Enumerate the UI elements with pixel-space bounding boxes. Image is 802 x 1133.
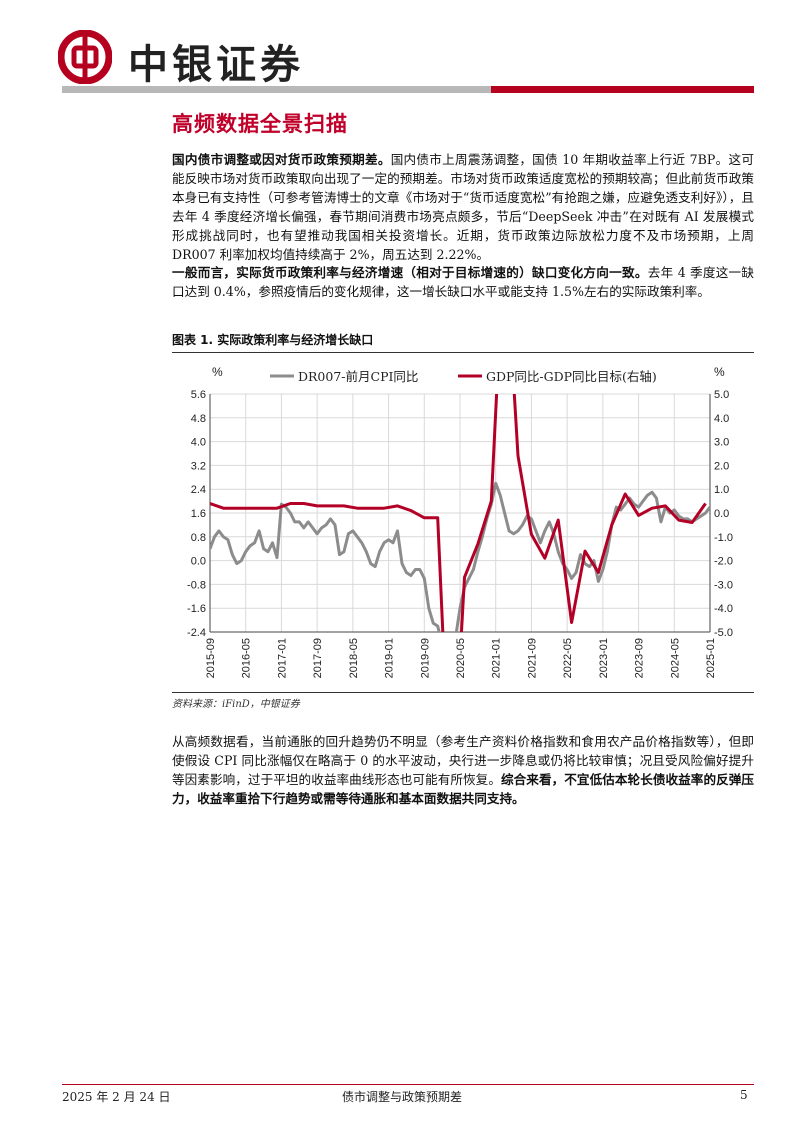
x-tick-label: 2017-09 bbox=[312, 638, 324, 678]
chart-series bbox=[210, 394, 710, 632]
right-tick-label: -2.0 bbox=[714, 556, 733, 568]
paragraph-2: 一般而言，实际货币政策利率与经济增速（相对于目标增速的）缺口变化方向一致。去年 … bbox=[172, 263, 754, 301]
right-tick-label: 1.0 bbox=[714, 484, 729, 496]
paragraph-3-lead: 综合来看，不宜低估本轮长债收益率的反弹压力，收益率重拾下行趋势或需等待通胀和基本… bbox=[172, 772, 755, 806]
x-tick-label: 2019-09 bbox=[419, 638, 431, 678]
right-tick-label: -4.0 bbox=[714, 603, 733, 615]
left-tick-label: 4.0 bbox=[191, 437, 206, 449]
chart-axes: -2.4 -1.6 -0.8 0.0 0.8 1.6 2.4 3.2 4.0 4.8 5.6 -5.0… bbox=[187, 365, 733, 678]
paragraph-1-lead: 国内债市调整或因对货币政策预期差。 bbox=[172, 152, 391, 167]
footer-doc-title: 债市调整与政策预期差 bbox=[342, 1090, 463, 1104]
chart-legend: DR007-前月CPI同比 GDP同比-GDP同比目标(右轴) bbox=[270, 369, 657, 384]
right-tick-label: 5.0 bbox=[714, 389, 729, 401]
series-line-1 bbox=[210, 481, 710, 632]
x-tick-label: 2016-05 bbox=[241, 638, 253, 678]
left-tick-label: 0.8 bbox=[191, 532, 206, 544]
x-tick-label: 2021-01 bbox=[491, 638, 503, 678]
right-unit-label: % bbox=[714, 365, 725, 379]
right-tick-label: 2.0 bbox=[714, 460, 729, 472]
x-tick-label: 2021-09 bbox=[526, 638, 538, 678]
footer-rule bbox=[62, 1084, 754, 1085]
x-tick-label: 2023-01 bbox=[598, 638, 610, 678]
left-tick-label: -2.4 bbox=[187, 627, 206, 639]
paragraph-3: 从高频数据看，当前通胀的回升趋势仍不明显（参考生产资料价格指数和食用农产品价格指… bbox=[172, 732, 754, 808]
x-tick-label: 2025-01 bbox=[705, 638, 717, 678]
brand-name: 中银证券 bbox=[128, 41, 304, 88]
x-tick-label: 2020-05 bbox=[455, 638, 467, 678]
series-line-2 bbox=[210, 394, 707, 632]
figure-title: 图表 1. 实际政策利率与经济增长缺口 bbox=[172, 333, 374, 347]
left-tick-label: 0.0 bbox=[191, 556, 206, 568]
footer-date: 2025 年 2 月 24 日 bbox=[62, 1090, 171, 1104]
legend-label: GDP同比-GDP同比目标(右轴) bbox=[486, 369, 657, 384]
page-number: 5 bbox=[740, 1088, 748, 1102]
paragraph-2-body: 去年 4 季度这一缺口达到 0.4%，参照疫情后的变化规律，这一增长缺口水平或能… bbox=[172, 265, 754, 299]
x-tick-label: 2017-01 bbox=[276, 638, 288, 678]
left-tick-label: 3.2 bbox=[191, 460, 206, 472]
left-tick-label: 2.4 bbox=[191, 484, 206, 496]
paragraph-2-lead: 一般而言，实际货币政策利率与经济增速（相对于目标增速的）缺口变化方向一致。 bbox=[172, 265, 648, 280]
page-header: 中银证券 bbox=[58, 22, 758, 92]
x-tick-label: 2018-05 bbox=[348, 638, 360, 678]
right-tick-label: -3.0 bbox=[714, 579, 733, 591]
section-title: 高频数据全景扫描 bbox=[172, 112, 348, 136]
left-unit-label: % bbox=[212, 365, 223, 379]
left-tick-label: -0.8 bbox=[187, 579, 206, 591]
left-tick-label: 4.8 bbox=[191, 413, 206, 425]
x-tick-label: 2024-05 bbox=[669, 638, 681, 678]
header-rule bbox=[62, 86, 754, 93]
paragraph-3-body: 从高频数据看，当前通胀的回升趋势仍不明显（参考生产资料价格指数和食用农产品价格指… bbox=[172, 734, 754, 787]
x-tick-label: 2022-05 bbox=[562, 638, 574, 678]
paragraph-1: 国内债市调整或因对货币政策预期差。国内债市上周震荡调整，国债 10 年期收益率上… bbox=[172, 150, 754, 264]
x-tick-label: 2015-09 bbox=[205, 638, 217, 678]
x-tick-label: 2023-09 bbox=[634, 638, 646, 678]
left-tick-label: 5.6 bbox=[191, 389, 206, 401]
figure-bottom-rule bbox=[172, 692, 754, 693]
x-tick-label: 2019-01 bbox=[384, 638, 396, 678]
right-tick-label: -5.0 bbox=[714, 627, 733, 639]
left-tick-label: -1.6 bbox=[187, 603, 206, 615]
chart-grid bbox=[209, 393, 711, 633]
right-tick-label: -1.0 bbox=[714, 532, 733, 544]
right-tick-label: 3.0 bbox=[714, 437, 729, 449]
right-tick-label: 0.0 bbox=[714, 508, 729, 520]
legend-label: DR007-前月CPI同比 bbox=[298, 369, 418, 384]
figure-top-rule bbox=[172, 352, 754, 353]
line-chart: -2.4 -1.6 -0.8 0.0 0.8 1.6 2.4 3.2 4.0 4.8 5.6 -5.0… bbox=[187, 365, 733, 678]
paragraph-1-body: 国内债市上周震荡调整，国债 10 年期收益率上行近 7BP。这可能反映市场对货币… bbox=[172, 152, 754, 262]
left-tick-label: 1.6 bbox=[191, 508, 206, 520]
figure-source: 资料来源：iFinD，中银证券 bbox=[172, 699, 300, 710]
right-tick-label: 4.0 bbox=[714, 413, 729, 425]
bank-logo-icon bbox=[58, 30, 112, 84]
